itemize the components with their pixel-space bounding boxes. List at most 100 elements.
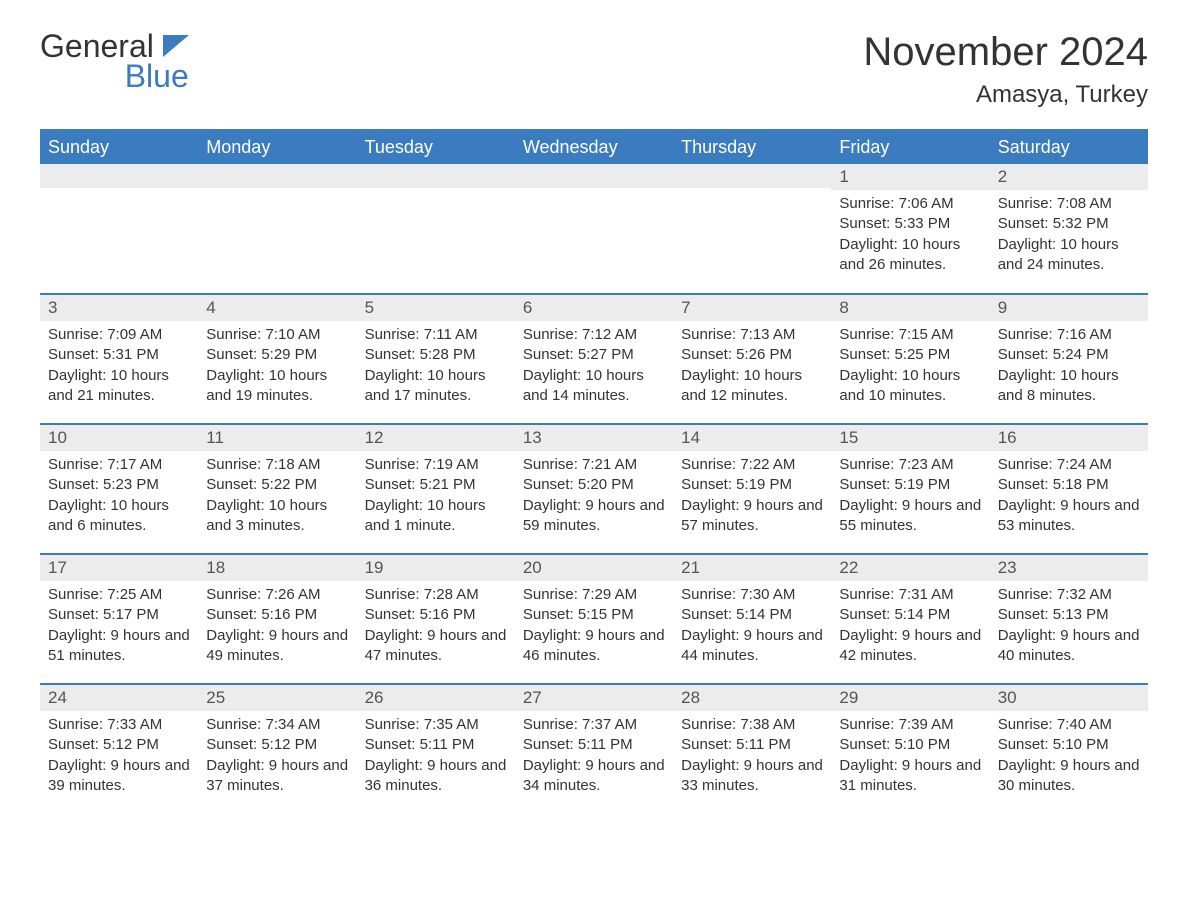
daylight-line: Daylight: 9 hours and 59 minutes. [523, 496, 665, 537]
daylight-line: Daylight: 9 hours and 30 minutes. [998, 756, 1140, 797]
day-content: Sunrise: 7:40 AMSunset: 5:10 PMDaylight:… [990, 711, 1148, 800]
sunrise-line: Sunrise: 7:32 AM [998, 585, 1140, 605]
day-content: Sunrise: 7:37 AMSunset: 5:11 PMDaylight:… [515, 711, 673, 800]
sunrise-line: Sunrise: 7:21 AM [523, 455, 665, 475]
day-number: 4 [198, 295, 356, 321]
daylight-line: Daylight: 10 hours and 6 minutes. [48, 496, 190, 537]
weekday-header: Wednesday [515, 130, 673, 164]
calendar-day-cell: 8Sunrise: 7:15 AMSunset: 5:25 PMDaylight… [831, 294, 989, 424]
daylight-line: Daylight: 10 hours and 26 minutes. [839, 235, 981, 276]
day-number: 5 [357, 295, 515, 321]
daylight-line: Daylight: 9 hours and 44 minutes. [681, 626, 823, 667]
day-number: 20 [515, 555, 673, 581]
daylight-line: Daylight: 9 hours and 31 minutes. [839, 756, 981, 797]
daylight-line: Daylight: 9 hours and 49 minutes. [206, 626, 348, 667]
daylight-line: Daylight: 9 hours and 57 minutes. [681, 496, 823, 537]
day-number: 25 [198, 685, 356, 711]
day-content: Sunrise: 7:18 AMSunset: 5:22 PMDaylight:… [198, 451, 356, 540]
logo-text: General Blue [40, 30, 189, 92]
day-content: Sunrise: 7:13 AMSunset: 5:26 PMDaylight:… [673, 321, 831, 410]
weekday-header-row: SundayMondayTuesdayWednesdayThursdayFrid… [40, 130, 1148, 164]
daylight-line: Daylight: 10 hours and 10 minutes. [839, 366, 981, 407]
sunset-line: Sunset: 5:18 PM [998, 475, 1140, 495]
day-number: 26 [357, 685, 515, 711]
day-number: 6 [515, 295, 673, 321]
day-content: Sunrise: 7:24 AMSunset: 5:18 PMDaylight:… [990, 451, 1148, 540]
sunset-line: Sunset: 5:20 PM [523, 475, 665, 495]
daylight-line: Daylight: 9 hours and 47 minutes. [365, 626, 507, 667]
sunrise-line: Sunrise: 7:13 AM [681, 325, 823, 345]
sunrise-line: Sunrise: 7:15 AM [839, 325, 981, 345]
sunrise-line: Sunrise: 7:22 AM [681, 455, 823, 475]
calendar-day-cell: 26Sunrise: 7:35 AMSunset: 5:11 PMDayligh… [357, 684, 515, 814]
logo: General Blue [40, 30, 189, 92]
day-content: Sunrise: 7:28 AMSunset: 5:16 PMDaylight:… [357, 581, 515, 670]
calendar-empty-cell [198, 164, 356, 294]
sunset-line: Sunset: 5:14 PM [839, 605, 981, 625]
sunset-line: Sunset: 5:11 PM [523, 735, 665, 755]
calendar-empty-cell [515, 164, 673, 294]
calendar-day-cell: 9Sunrise: 7:16 AMSunset: 5:24 PMDaylight… [990, 294, 1148, 424]
day-number: 18 [198, 555, 356, 581]
calendar-day-cell: 13Sunrise: 7:21 AMSunset: 5:20 PMDayligh… [515, 424, 673, 554]
day-content: Sunrise: 7:33 AMSunset: 5:12 PMDaylight:… [40, 711, 198, 800]
calendar-week-row: 17Sunrise: 7:25 AMSunset: 5:17 PMDayligh… [40, 554, 1148, 684]
sunset-line: Sunset: 5:16 PM [206, 605, 348, 625]
day-number: 23 [990, 555, 1148, 581]
daylight-line: Daylight: 9 hours and 55 minutes. [839, 496, 981, 537]
daylight-line: Daylight: 10 hours and 12 minutes. [681, 366, 823, 407]
sunset-line: Sunset: 5:24 PM [998, 345, 1140, 365]
daylight-line: Daylight: 10 hours and 17 minutes. [365, 366, 507, 407]
sunset-line: Sunset: 5:11 PM [681, 735, 823, 755]
sunset-line: Sunset: 5:13 PM [998, 605, 1140, 625]
sunset-line: Sunset: 5:27 PM [523, 345, 665, 365]
day-content: Sunrise: 7:22 AMSunset: 5:19 PMDaylight:… [673, 451, 831, 540]
sunset-line: Sunset: 5:33 PM [839, 214, 981, 234]
day-content: Sunrise: 7:32 AMSunset: 5:13 PMDaylight:… [990, 581, 1148, 670]
sunset-line: Sunset: 5:17 PM [48, 605, 190, 625]
day-number: 8 [831, 295, 989, 321]
flag-icon [163, 35, 189, 57]
sunrise-line: Sunrise: 7:38 AM [681, 715, 823, 735]
day-number: 15 [831, 425, 989, 451]
sunset-line: Sunset: 5:10 PM [998, 735, 1140, 755]
sunrise-line: Sunrise: 7:40 AM [998, 715, 1140, 735]
daylight-line: Daylight: 10 hours and 14 minutes. [523, 366, 665, 407]
daylight-line: Daylight: 9 hours and 33 minutes. [681, 756, 823, 797]
day-content: Sunrise: 7:29 AMSunset: 5:15 PMDaylight:… [515, 581, 673, 670]
empty-day-bar [515, 164, 673, 188]
daylight-line: Daylight: 9 hours and 40 minutes. [998, 626, 1140, 667]
calendar-week-row: 24Sunrise: 7:33 AMSunset: 5:12 PMDayligh… [40, 684, 1148, 814]
sunset-line: Sunset: 5:21 PM [365, 475, 507, 495]
day-content: Sunrise: 7:09 AMSunset: 5:31 PMDaylight:… [40, 321, 198, 410]
logo-blue: Blue [40, 60, 189, 92]
day-content: Sunrise: 7:30 AMSunset: 5:14 PMDaylight:… [673, 581, 831, 670]
daylight-line: Daylight: 9 hours and 36 minutes. [365, 756, 507, 797]
calendar-day-cell: 1Sunrise: 7:06 AMSunset: 5:33 PMDaylight… [831, 164, 989, 294]
sunrise-line: Sunrise: 7:28 AM [365, 585, 507, 605]
sunrise-line: Sunrise: 7:37 AM [523, 715, 665, 735]
calendar-day-cell: 2Sunrise: 7:08 AMSunset: 5:32 PMDaylight… [990, 164, 1148, 294]
daylight-line: Daylight: 10 hours and 1 minute. [365, 496, 507, 537]
empty-day-bar [198, 164, 356, 188]
sunset-line: Sunset: 5:23 PM [48, 475, 190, 495]
sunrise-line: Sunrise: 7:25 AM [48, 585, 190, 605]
sunrise-line: Sunrise: 7:11 AM [365, 325, 507, 345]
sunset-line: Sunset: 5:31 PM [48, 345, 190, 365]
daylight-line: Daylight: 10 hours and 19 minutes. [206, 366, 348, 407]
sunrise-line: Sunrise: 7:30 AM [681, 585, 823, 605]
sunset-line: Sunset: 5:25 PM [839, 345, 981, 365]
sunset-line: Sunset: 5:29 PM [206, 345, 348, 365]
day-number: 24 [40, 685, 198, 711]
day-content: Sunrise: 7:15 AMSunset: 5:25 PMDaylight:… [831, 321, 989, 410]
calendar-day-cell: 10Sunrise: 7:17 AMSunset: 5:23 PMDayligh… [40, 424, 198, 554]
month-title: November 2024 [863, 30, 1148, 75]
calendar-body: 1Sunrise: 7:06 AMSunset: 5:33 PMDaylight… [40, 164, 1148, 814]
day-number: 22 [831, 555, 989, 581]
day-number: 1 [831, 164, 989, 190]
day-content: Sunrise: 7:08 AMSunset: 5:32 PMDaylight:… [990, 190, 1148, 279]
calendar-day-cell: 17Sunrise: 7:25 AMSunset: 5:17 PMDayligh… [40, 554, 198, 684]
header: General Blue November 2024 Amasya, Turke… [40, 30, 1148, 109]
day-content: Sunrise: 7:16 AMSunset: 5:24 PMDaylight:… [990, 321, 1148, 410]
calendar-table: SundayMondayTuesdayWednesdayThursdayFrid… [40, 129, 1148, 814]
